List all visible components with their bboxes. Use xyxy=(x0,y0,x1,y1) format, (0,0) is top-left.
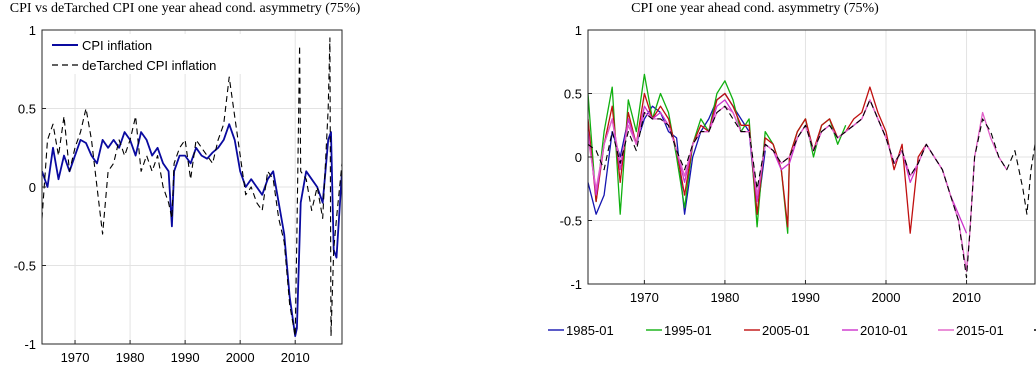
y-tick-label: 0 xyxy=(29,180,36,195)
left-legend-box xyxy=(47,34,255,74)
y-tick-label: 0.5 xyxy=(18,102,36,117)
left-plot-frame xyxy=(41,29,343,345)
left-chart: CPI vs deTarched CPI one year ahead cond… xyxy=(10,1,361,365)
series-line-cpi-inflation xyxy=(42,123,342,338)
x-tick-label: 1980 xyxy=(710,290,739,305)
right-x-ticks: 1970 1980 1990 2000 2010 xyxy=(630,280,981,305)
left-legend-label-cpi: CPI inflation xyxy=(82,38,152,53)
left-chart-title: CPI vs deTarched CPI one year ahead cond… xyxy=(10,1,361,16)
y-tick-label: -0.5 xyxy=(560,214,582,229)
legend-label: 1985-01 xyxy=(566,323,614,338)
series-line-1995-01 xyxy=(588,73,847,234)
right-gridlines xyxy=(588,29,1035,285)
x-tick-label: 1990 xyxy=(171,350,200,365)
x-tick-label: 2000 xyxy=(226,350,255,365)
x-tick-label: 2010 xyxy=(952,290,981,305)
x-tick-label: 1990 xyxy=(791,290,820,305)
x-tick-label: 1980 xyxy=(116,350,145,365)
legend-label: 2010-01 xyxy=(860,323,908,338)
left-series-lines xyxy=(42,37,342,338)
x-tick-label: 1970 xyxy=(61,350,90,365)
y-tick-label: 0 xyxy=(575,150,582,165)
x-tick-label: 1970 xyxy=(630,290,659,305)
left-y-ticks: 1 0.5 0 -0.5 -1 xyxy=(14,23,46,352)
right-plot-frame xyxy=(587,29,1036,285)
left-legend-label-detarched: deTarched CPI inflation xyxy=(82,58,216,73)
series-line-2018-05 xyxy=(588,99,1035,279)
x-tick-label: 2010 xyxy=(281,350,310,365)
series-line-2015-01 xyxy=(588,99,1008,272)
x-tick-label: 2000 xyxy=(872,290,901,305)
legend-label: 1995-01 xyxy=(664,323,712,338)
y-tick-label: 1 xyxy=(575,23,582,38)
right-y-ticks: 1 0.5 0 -0.5 -1 xyxy=(560,23,592,292)
series-line-2005-01 xyxy=(588,86,927,234)
legend-label: 2015-01 xyxy=(956,323,1004,338)
legend-label: 2005-01 xyxy=(762,323,810,338)
y-tick-label: 1 xyxy=(29,23,36,38)
right-legend: 1985-011995-012005-012010-012015-012018-… xyxy=(548,323,1036,338)
left-legend: CPI inflation deTarched CPI inflation xyxy=(47,34,255,74)
right-chart-title: CPI one year ahead cond. asymmetry (75%) xyxy=(631,1,879,16)
y-tick-label: 0.5 xyxy=(564,87,582,102)
right-series-lines xyxy=(588,73,1035,279)
right-chart: CPI one year ahead cond. asymmetry (75%)… xyxy=(548,1,1036,338)
y-tick-label: -1 xyxy=(24,337,36,352)
series-line-detarched-cpi-inflation xyxy=(42,37,342,337)
y-tick-label: -0.5 xyxy=(14,259,36,274)
y-tick-label: -1 xyxy=(570,277,582,292)
left-x-ticks: 1970 1980 1990 2000 2010 xyxy=(61,340,310,365)
